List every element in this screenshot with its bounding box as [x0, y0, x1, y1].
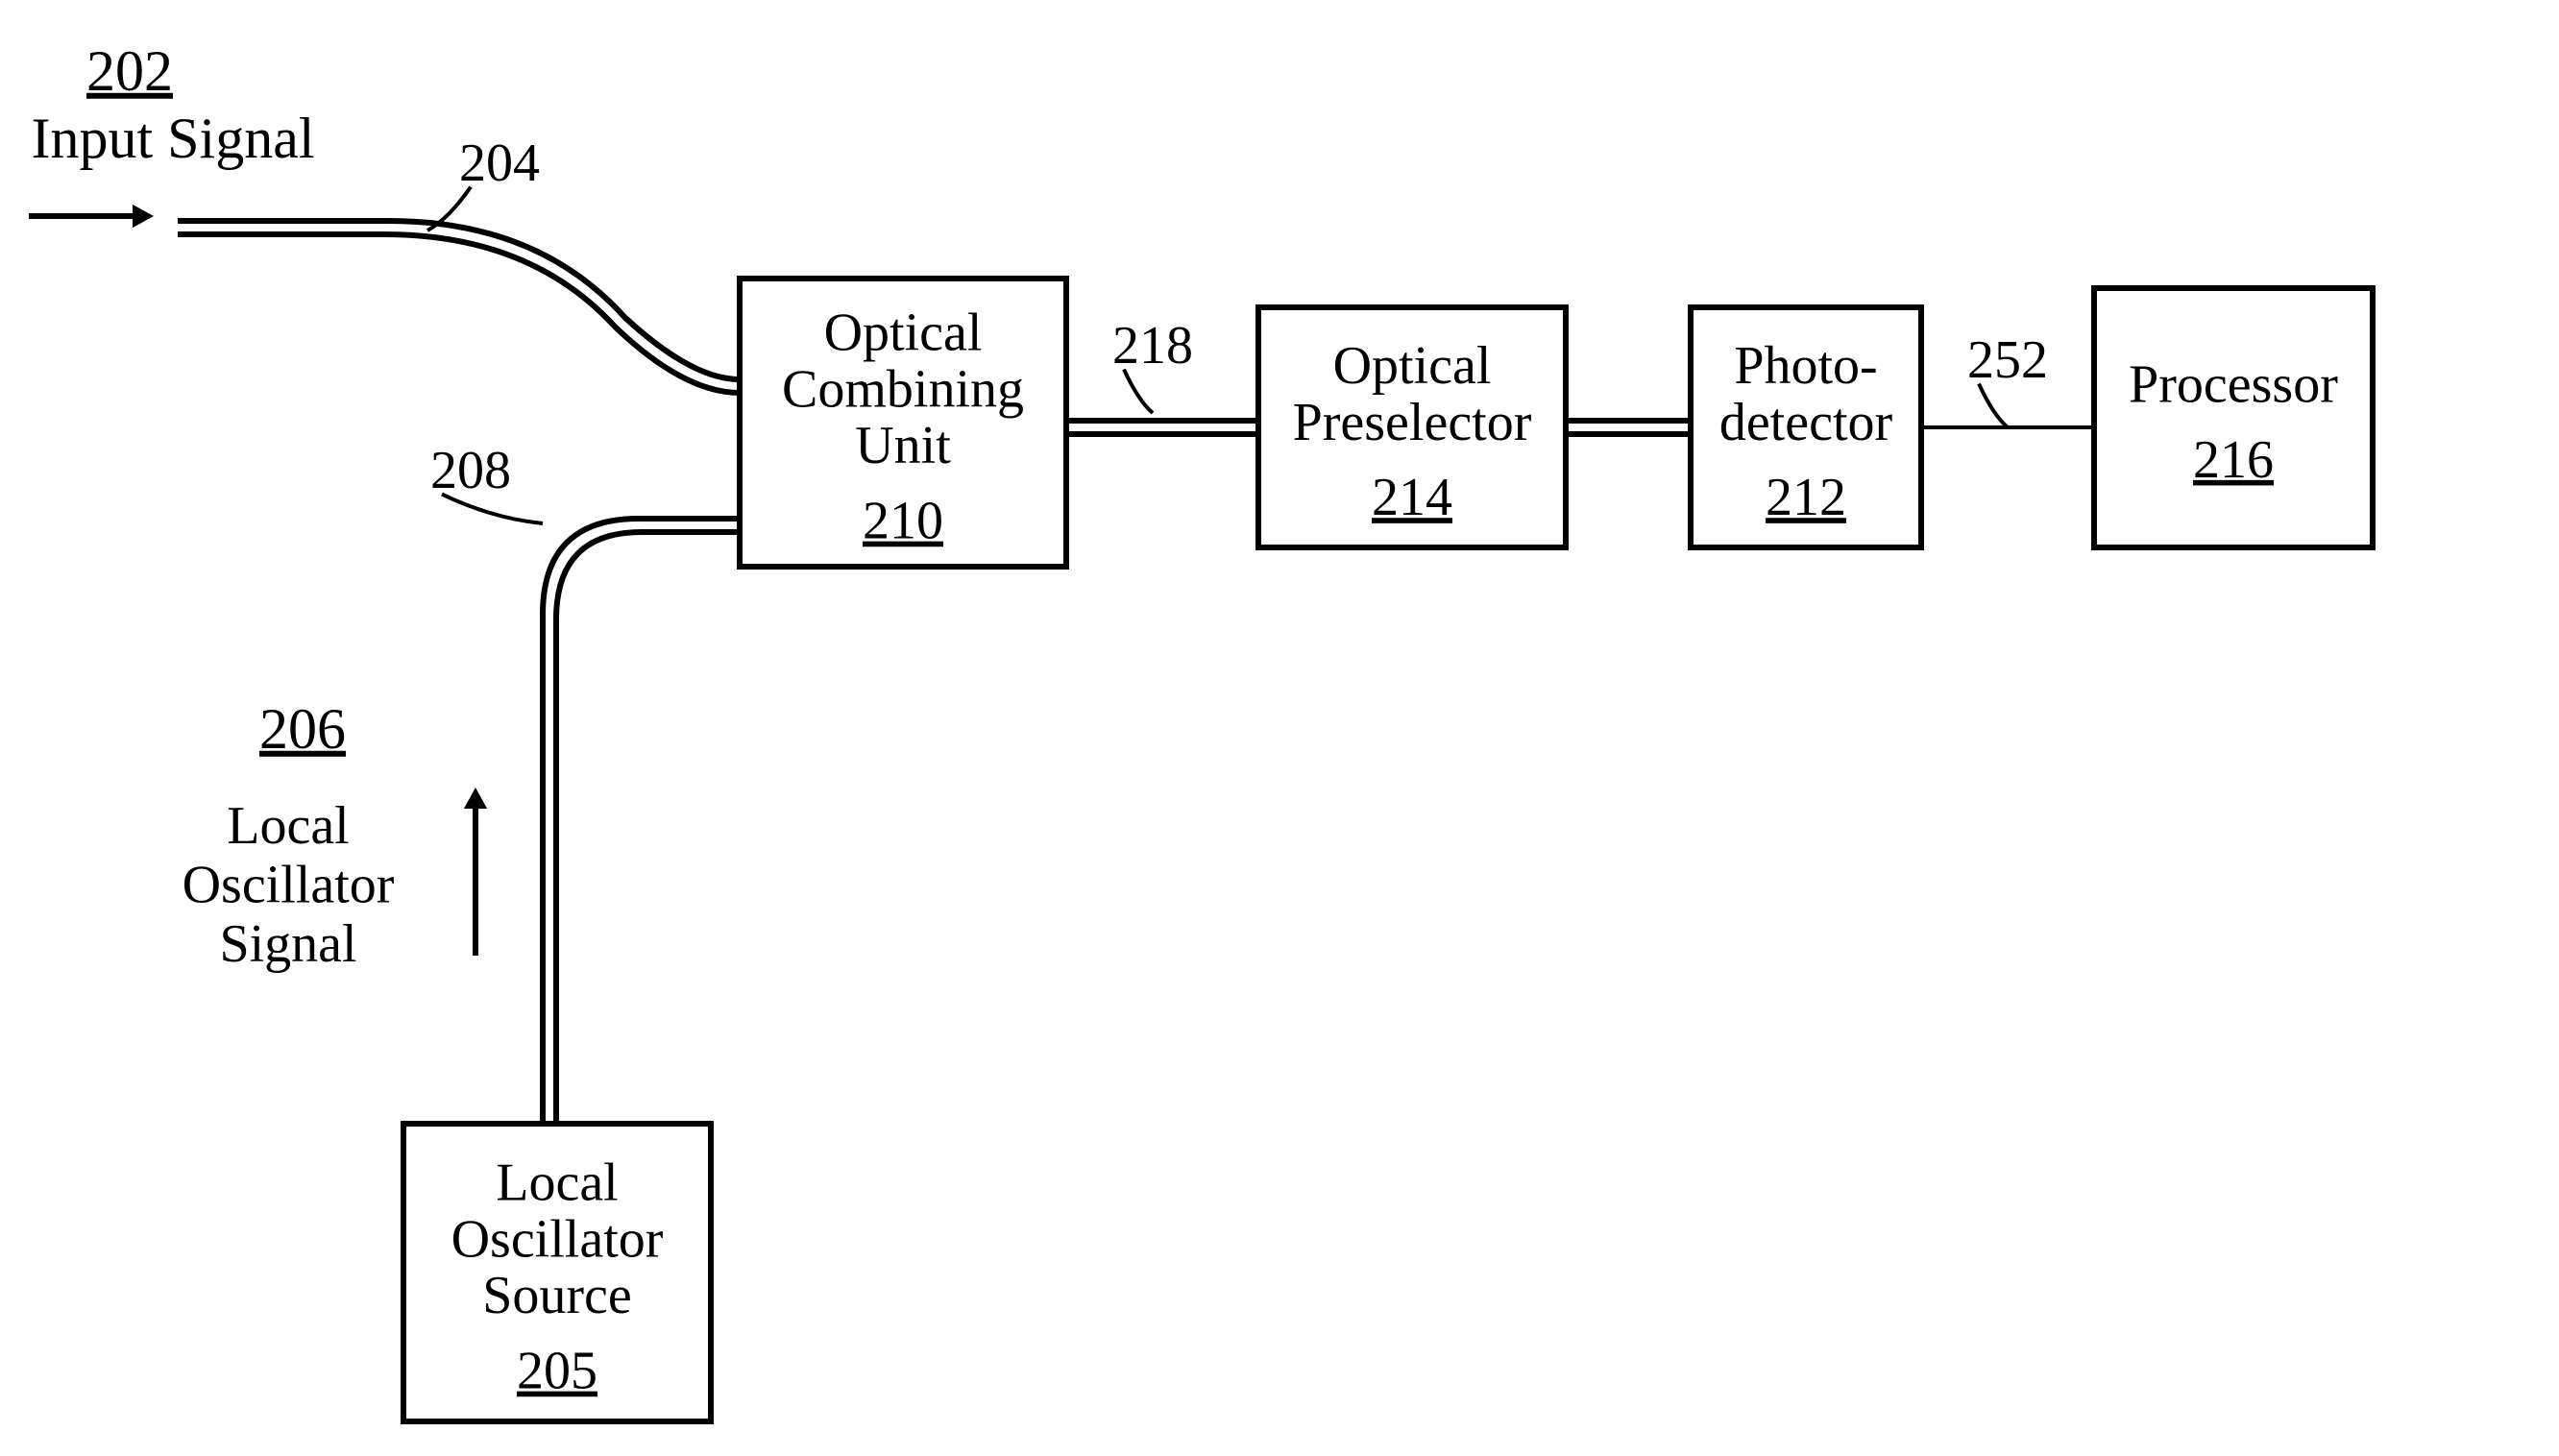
input-arrow-head — [133, 205, 154, 228]
block-diagram: OpticalCombiningUnit210OpticalPreselecto… — [0, 0, 2559, 1456]
lo_source-ref: 205 — [517, 1342, 597, 1401]
photodetector-ref: 212 — [1766, 468, 1846, 527]
path252-leader — [1979, 384, 2008, 427]
processor-label-line-0: Processor — [2129, 354, 2338, 414]
lo-arrow-head — [464, 788, 487, 809]
optical-path-input_to_comb — [178, 221, 740, 379]
lo-signal-label-1: Oscillator — [183, 855, 395, 914]
processor-ref: 216 — [2193, 430, 2274, 490]
preselector-ref: 214 — [1372, 468, 1452, 527]
preselector-label-line-1: Preselector — [1293, 393, 1532, 452]
optical-path-lo_to_comb — [543, 519, 740, 1124]
lo_source-label-line-0: Local — [496, 1153, 618, 1213]
lo-signal-label-0: Local — [227, 796, 349, 856]
path218-leader — [1124, 370, 1153, 413]
combining-label-line-1: Combining — [782, 359, 1024, 419]
lo_source-label-line-1: Oscillator — [451, 1209, 664, 1269]
optical-path-lo_to_comb-inner — [556, 532, 740, 1124]
path218-label: 218 — [1112, 316, 1193, 376]
lo_source-label-line-2: Source — [482, 1266, 632, 1325]
processor-block — [2094, 288, 2373, 547]
path208-label: 208 — [430, 441, 511, 500]
lo-signal-label-2: Signal — [219, 914, 356, 974]
input-signal-label: Input Signal — [32, 107, 315, 170]
path252-label: 252 — [1967, 330, 2048, 390]
lo-signal-ref: 206 — [259, 697, 346, 761]
combining-label-line-0: Optical — [824, 303, 983, 363]
photodetector-label-line-0: Photo- — [1734, 336, 1877, 396]
photodetector-label-line-1: detector — [1719, 393, 1893, 452]
path204-label: 204 — [459, 133, 540, 193]
optical-path-input_to_comb-inner — [178, 234, 740, 393]
input-signal-ref: 202 — [86, 39, 173, 103]
combining-ref: 210 — [863, 492, 943, 551]
preselector-label-line-0: Optical — [1333, 336, 1492, 396]
combining-label-line-2: Unit — [855, 416, 951, 475]
